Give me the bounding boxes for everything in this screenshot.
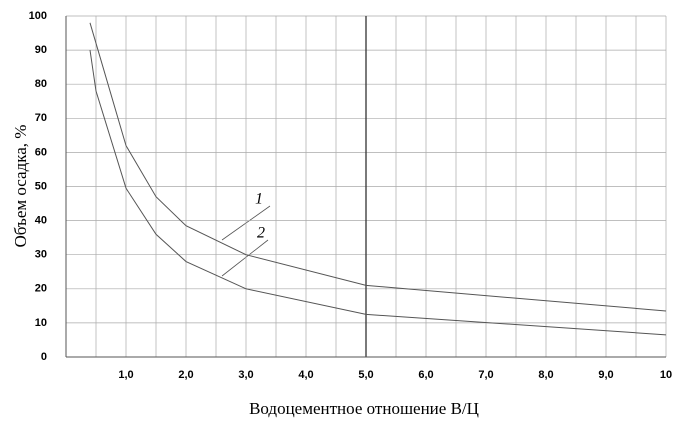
x-tick-label: 8,0 (538, 369, 553, 381)
x-tick-label: 4,0 (298, 369, 313, 381)
x-tick-label: 7,0 (478, 369, 493, 381)
y-tick-label: 20 (35, 283, 47, 295)
x-tick-label: 1,0 (118, 369, 133, 381)
y-axis-title: Объем осадка, % (11, 125, 30, 248)
y-tick-label: 0 (41, 351, 47, 363)
x-tick-label: 3,0 (238, 369, 253, 381)
series-annotation: 1 (255, 191, 263, 208)
x-tick-label: 6,0 (418, 369, 433, 381)
leader-line (221, 239, 269, 277)
x-axis-title: Водоцементное отношение В/Ц (249, 399, 479, 418)
x-tick-label: 10 (660, 369, 672, 381)
series-line (89, 50, 667, 336)
x-tick-label: 2,0 (178, 369, 193, 381)
y-tick-label: 100 (29, 10, 47, 22)
y-tick-label: 50 (35, 180, 47, 192)
series-line (89, 22, 667, 312)
y-tick-label: 40 (35, 215, 47, 227)
y-tick-label: 10 (35, 317, 47, 329)
x-tick-label: 9,0 (598, 369, 613, 381)
y-tick-label: 70 (35, 112, 47, 124)
series-annotation: 2 (257, 225, 265, 242)
y-tick-label: 90 (35, 44, 47, 56)
y-tick-label: 30 (35, 249, 47, 261)
x-tick-label: 5,0 (358, 369, 373, 381)
y-tick-label: 60 (35, 146, 47, 158)
y-tick-label: 80 (35, 78, 47, 90)
